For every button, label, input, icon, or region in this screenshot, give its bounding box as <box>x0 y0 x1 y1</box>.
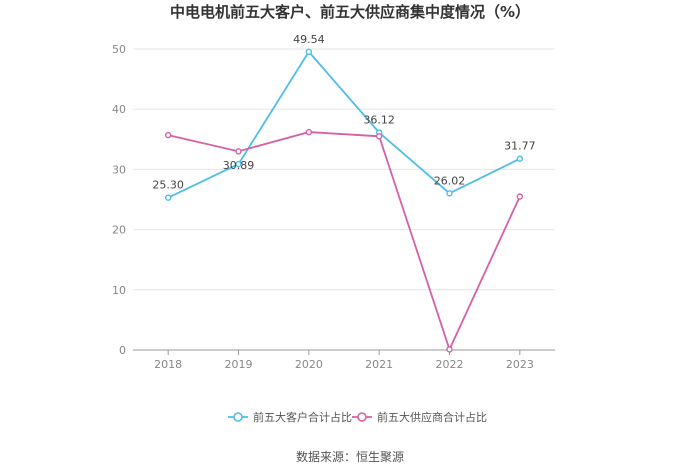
legend-label: 前五大客户合计占比 <box>253 410 352 424</box>
data-label: 49.54 <box>293 33 325 46</box>
y-tick-label: 40 <box>112 103 126 116</box>
data-point <box>164 131 172 139</box>
data-label: 26.02 <box>434 174 466 187</box>
chart-title: 中电电机前五大客户、前五大供应商集中度情况（%） <box>170 3 530 21</box>
y-tick-label: 30 <box>112 163 126 176</box>
data-point <box>164 194 172 201</box>
data-label: 36.12 <box>363 114 395 127</box>
series-line-1 <box>167 131 521 352</box>
data-point <box>235 160 242 168</box>
legend-label: 前五大供应商合计占比 <box>377 410 487 424</box>
source-note: 数据来源：恒生聚源 <box>296 449 404 464</box>
x-tick-label: 2020 <box>295 358 323 371</box>
series-line-0 <box>167 50 521 199</box>
y-tick-label: 20 <box>112 224 126 237</box>
y-tick-label: 50 <box>112 43 126 56</box>
y-tick-label: 0 <box>119 344 126 357</box>
x-tick-label: 2018 <box>154 358 182 371</box>
x-tick-label: 2023 <box>506 358 534 371</box>
data-point <box>516 193 524 200</box>
legend-marker <box>357 412 367 422</box>
data-point <box>305 128 313 136</box>
data-point <box>375 133 383 140</box>
data-label: 25.30 <box>152 179 184 192</box>
data-label: 30.89 <box>223 159 255 172</box>
y-tick-label: 10 <box>112 284 126 297</box>
data-point <box>516 155 524 162</box>
series-layer: 25.30 30.89 49.54 36.12 26.02 31.77 <box>152 33 536 353</box>
y-axis-ticks: 0 10 20 30 40 50 <box>112 43 126 357</box>
grid-lines <box>133 48 555 291</box>
x-axis-ticks: 2018 2019 2020 2021 2022 2023 <box>154 350 534 371</box>
data-point <box>305 48 313 55</box>
data-point <box>446 346 453 353</box>
x-tick-label: 2021 <box>365 358 393 371</box>
data-point <box>235 148 242 155</box>
x-tick-label: 2019 <box>225 358 253 371</box>
legend: 前五大客户合计占比 前五大供应商合计占比 <box>228 410 487 424</box>
x-tick-label: 2022 <box>436 358 464 371</box>
data-label: 31.77 <box>504 140 536 153</box>
data-point <box>446 190 453 197</box>
legend-marker <box>233 412 243 422</box>
